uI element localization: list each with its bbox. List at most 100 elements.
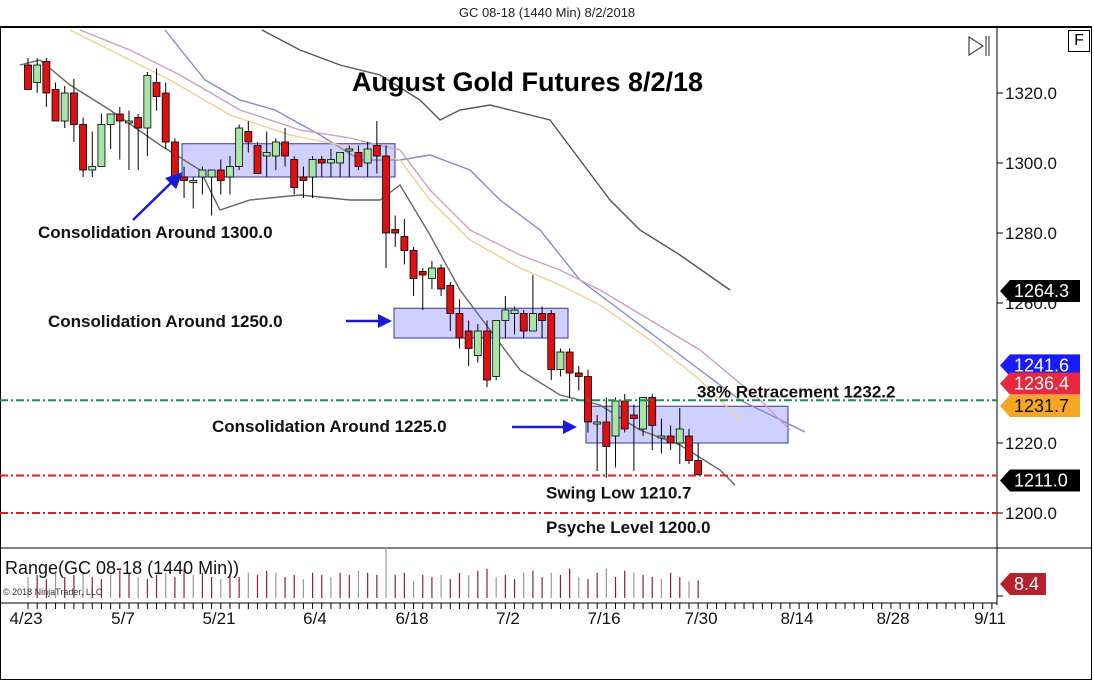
candlestick[interactable] xyxy=(519,310,528,338)
x-tick-label: 6/4 xyxy=(303,609,327,628)
x-tick-label: 7/30 xyxy=(684,609,717,628)
candlestick[interactable] xyxy=(382,145,390,269)
copyright-text: © 2018 NinjaTrader, LLC xyxy=(3,587,103,597)
indicator-value-marker: 8.4 xyxy=(1000,573,1046,595)
price-marker: 1241.6 xyxy=(1000,354,1080,377)
x-tick-label: 7/2 xyxy=(496,609,520,628)
candlestick[interactable] xyxy=(51,82,60,122)
candlestick[interactable] xyxy=(510,306,519,335)
indicator-label: Range(GC 08-18 (1440 Min)) xyxy=(5,558,240,578)
candlestick[interactable] xyxy=(271,138,280,171)
candlestick[interactable] xyxy=(694,443,703,476)
candlestick[interactable] xyxy=(648,394,657,450)
retracement-label: 38% Retracement 1232.2 xyxy=(697,382,895,401)
candlestick[interactable] xyxy=(685,429,693,464)
candlestick[interactable] xyxy=(556,348,565,377)
candlestick[interactable] xyxy=(317,156,326,177)
candlestick[interactable] xyxy=(437,264,446,297)
format-button[interactable]: F xyxy=(1068,30,1090,52)
candlestick[interactable] xyxy=(244,121,253,153)
candlestick[interactable] xyxy=(345,145,354,178)
x-tick-label: 5/7 xyxy=(111,609,135,628)
scroll-to-end-icon[interactable] xyxy=(968,35,985,57)
candlestick[interactable] xyxy=(538,306,546,339)
candlestick[interactable] xyxy=(391,215,400,248)
candlestick[interactable] xyxy=(666,425,675,451)
x-tick-label: 7/16 xyxy=(587,609,620,628)
candlestick[interactable] xyxy=(327,149,335,177)
candlestick[interactable] xyxy=(88,131,97,178)
candlestick[interactable] xyxy=(409,247,418,296)
x-tick-label: 8/28 xyxy=(876,609,909,628)
annotation-1225: Consolidation Around 1225.0 xyxy=(212,417,447,436)
psyche-level-label: Psyche Level 1200.0 xyxy=(546,518,710,537)
candlestick[interactable] xyxy=(143,72,152,156)
svg-text:1241.6: 1241.6 xyxy=(1014,355,1069,375)
candlestick[interactable] xyxy=(455,299,464,349)
candlestick[interactable] xyxy=(483,320,491,388)
y-tick-label: 1220.0 xyxy=(1005,434,1057,453)
candlestick[interactable] xyxy=(134,114,143,170)
candlestick[interactable] xyxy=(262,131,271,178)
candlestick[interactable] xyxy=(418,268,427,310)
arrow-line xyxy=(132,179,175,221)
candlestick[interactable] xyxy=(446,282,455,331)
svg-text:1231.7: 1231.7 xyxy=(1014,396,1069,416)
candlestick[interactable] xyxy=(363,142,372,177)
candlestick[interactable] xyxy=(492,320,501,381)
window-title: GC 08-18 (1440 Min) 8/2/2018 xyxy=(458,5,636,20)
candlestick[interactable] xyxy=(152,68,161,111)
candlestick[interactable] xyxy=(354,145,363,171)
candlestick[interactable] xyxy=(400,219,409,265)
candlestick[interactable] xyxy=(70,79,78,142)
chart-title: August Gold Futures 8/2/18 xyxy=(352,67,703,97)
candlestick[interactable] xyxy=(336,152,345,178)
candlestick[interactable] xyxy=(106,113,115,149)
candlestick[interactable] xyxy=(207,169,216,216)
candlestick[interactable] xyxy=(180,166,188,199)
candlestick[interactable] xyxy=(529,275,537,332)
candlestick[interactable] xyxy=(216,159,225,195)
candlestick[interactable] xyxy=(60,86,69,128)
candlestick[interactable] xyxy=(308,156,317,198)
candlestick[interactable] xyxy=(372,121,381,174)
price-marker: 1236.4 xyxy=(1000,372,1080,395)
candlestick[interactable] xyxy=(189,177,198,209)
candlestick[interactable] xyxy=(125,110,133,171)
candlestick[interactable] xyxy=(253,142,262,174)
price-marker: 1231.7 xyxy=(1000,395,1080,418)
candlestick[interactable] xyxy=(97,114,106,167)
chart-frame xyxy=(0,26,1092,680)
candlestick[interactable] xyxy=(79,117,87,178)
candlestick[interactable] xyxy=(290,156,299,195)
candlestick[interactable] xyxy=(299,166,308,199)
svg-text:1211.0: 1211.0 xyxy=(1014,471,1068,491)
candlestick[interactable] xyxy=(473,324,482,363)
candlestick[interactable] xyxy=(161,82,170,150)
candlestick[interactable] xyxy=(226,156,234,195)
candlestick[interactable] xyxy=(639,397,647,437)
y-tick-label: 1300.0 xyxy=(1005,154,1057,173)
candlestick[interactable] xyxy=(657,418,666,454)
candlestick[interactable] xyxy=(675,408,684,464)
candlestick[interactable] xyxy=(235,124,244,171)
candlestick[interactable] xyxy=(464,320,473,367)
candlestick[interactable] xyxy=(42,58,51,107)
indicator-band-line xyxy=(79,29,791,431)
candlestick[interactable] xyxy=(33,58,42,93)
candlestick[interactable] xyxy=(547,310,556,380)
candlestick[interactable] xyxy=(602,397,611,479)
candlestick[interactable] xyxy=(611,397,620,468)
candlestick[interactable] xyxy=(24,58,32,90)
candlestick[interactable] xyxy=(629,404,638,472)
candlestick[interactable] xyxy=(428,261,436,289)
candlestick[interactable] xyxy=(281,128,289,167)
candlestick[interactable] xyxy=(574,366,583,391)
svg-text:1236.4: 1236.4 xyxy=(1014,374,1069,394)
candlestick[interactable] xyxy=(593,415,602,471)
candlestick[interactable] xyxy=(501,296,510,338)
candlestick[interactable] xyxy=(115,107,124,160)
candlestick[interactable] xyxy=(565,348,574,398)
candlestick[interactable] xyxy=(198,166,207,195)
